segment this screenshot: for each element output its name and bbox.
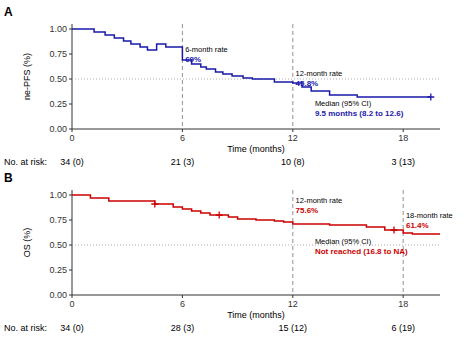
x-tick: [292, 295, 293, 298]
annotation-value: Not reached (16.8 to NA): [315, 247, 408, 256]
reference-vline: [292, 190, 293, 295]
x-tick: [292, 129, 293, 132]
risk-label: No. at risk:: [4, 157, 47, 167]
x-tick-label: 6: [180, 133, 185, 143]
survival-curve: [72, 29, 431, 97]
y-tick: [69, 295, 72, 296]
x-tick-label: 12: [288, 133, 298, 143]
x-tick-label: 0: [69, 299, 74, 309]
annotation-label: 6-month rate: [185, 45, 228, 54]
annotation-label: 18-month rate: [406, 211, 453, 220]
annotation-value: 9.5 months (8.2 to 12.6): [315, 109, 404, 118]
panel-label: A: [4, 5, 13, 19]
annotation-label: 12-month rate: [296, 196, 343, 205]
x-tick: [182, 129, 183, 132]
survival-curve: [72, 195, 440, 234]
plot-area: [72, 24, 440, 129]
y-tick-label: 1.00: [49, 24, 67, 34]
risk-count: 15 (12): [279, 323, 308, 333]
panel-label: B: [4, 171, 13, 185]
censor-mark: [391, 227, 398, 234]
y-tick: [69, 195, 72, 196]
y-axis-label: ne-PFS (%): [22, 53, 32, 100]
x-tick-label: 18: [398, 299, 408, 309]
x-tick: [403, 295, 404, 298]
y-tick: [69, 270, 72, 271]
annotation-value: 61.4%: [406, 221, 429, 230]
y-tick-label: 0.00: [49, 124, 67, 134]
y-tick-label: 0.25: [49, 265, 67, 275]
annotation-label: Median (95% CI): [315, 237, 372, 246]
y-tick: [69, 245, 72, 246]
reference-vline: [292, 24, 293, 129]
y-tick-label: 0.25: [49, 99, 67, 109]
reference-vline: [182, 24, 183, 129]
plot-area: [72, 190, 440, 295]
figure: A 0 6 12 18 0.00 0.25 0.50 0.75 1.00 Time (months)…: [0, 0, 474, 351]
panel: A 0 6 12 18 0.00 0.25 0.50 0.75 1.00 Time (months)…: [4, 5, 440, 167]
y-tick-label: 0.00: [49, 290, 67, 300]
annotation-label: 12-month rate: [296, 69, 343, 78]
x-tick: [403, 129, 404, 132]
risk-count: 6 (19): [391, 323, 415, 333]
y-tick-label: 0.50: [49, 240, 67, 250]
y-axis: [72, 24, 73, 129]
annotation-value: 69%: [185, 55, 201, 64]
reference-vline: [403, 190, 404, 295]
reference-hline: [72, 245, 440, 246]
y-axis-label: OS (%): [22, 228, 32, 258]
annotation-value: 75.6%: [296, 206, 319, 215]
x-tick-label: 18: [398, 133, 408, 143]
x-axis: [72, 295, 440, 296]
x-tick-label: 6: [180, 299, 185, 309]
risk-count: 28 (3): [171, 323, 195, 333]
y-tick-label: 0.50: [49, 74, 67, 84]
risk-label: No. at risk:: [4, 323, 47, 333]
censor-mark: [216, 212, 223, 219]
y-tick: [69, 220, 72, 221]
panel: B 0 6 12 18 0.00 0.25 0.50 0.75 1.00 Time (months)…: [4, 171, 453, 333]
x-axis-label: Time (months): [227, 310, 285, 320]
risk-count: 34 (0): [60, 323, 84, 333]
x-axis: [72, 129, 440, 130]
x-tick: [182, 295, 183, 298]
x-tick-label: 0: [69, 133, 74, 143]
risk-count: 21 (3): [171, 157, 195, 167]
annotation-value: 45.8%: [296, 79, 319, 88]
y-tick: [69, 29, 72, 30]
censor-mark: [151, 201, 158, 208]
y-tick: [69, 129, 72, 130]
y-tick-label: 0.75: [49, 49, 67, 59]
y-tick: [69, 54, 72, 55]
y-tick-label: 0.75: [49, 215, 67, 225]
censor-mark: [427, 94, 434, 101]
annotation-label: Median (95% CI): [315, 99, 372, 108]
x-axis-label: Time (months): [227, 144, 285, 154]
x-tick-label: 12: [288, 299, 298, 309]
risk-count: 34 (0): [60, 157, 84, 167]
risk-count: 10 (8): [281, 157, 305, 167]
y-tick: [69, 104, 72, 105]
y-axis: [72, 190, 73, 295]
y-tick: [69, 79, 72, 80]
risk-count: 3 (13): [391, 157, 415, 167]
y-tick-label: 1.00: [49, 190, 67, 200]
